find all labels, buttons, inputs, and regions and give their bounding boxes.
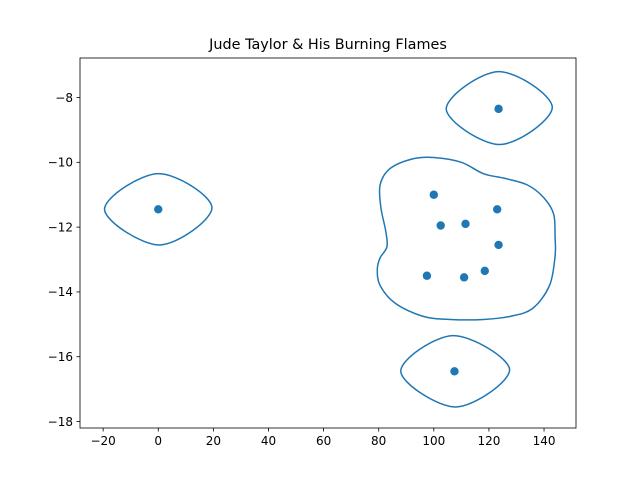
y-tick-label: −12: [48, 220, 73, 234]
y-tick-label: −14: [48, 285, 73, 299]
data-point-2: [494, 104, 503, 114]
cluster-outline-3: [399, 334, 511, 408]
data-point-10: [422, 271, 432, 280]
x-tick-label: 60: [316, 434, 331, 448]
x-tick-label: 20: [206, 434, 221, 448]
data-points: [154, 104, 503, 376]
x-tick-label: 100: [422, 434, 445, 448]
cluster-outline-2: [445, 70, 554, 146]
data-point-3: [450, 367, 459, 376]
data-point-11: [459, 273, 469, 282]
data-point-4: [429, 190, 439, 199]
y-tick-label: −16: [48, 350, 73, 364]
cluster-outlines: [103, 70, 557, 408]
y-tick-label: −10: [48, 156, 73, 170]
chart-title: Jude Taylor & His Burning Flames: [208, 37, 447, 53]
data-point-9: [480, 266, 489, 276]
plot-frame: [79, 57, 577, 429]
cluster-outline-4: [376, 156, 557, 321]
x-axis: −20 0 20 40 60 80 100 120 140: [90, 428, 555, 448]
x-tick-label: 0: [154, 434, 162, 448]
data-point-8: [494, 240, 503, 250]
x-tick-label: 80: [371, 434, 386, 448]
x-tick-label: 140: [533, 434, 556, 448]
y-axis: −18 −16 −14 −12 −10 −8: [48, 91, 80, 429]
data-point-7: [461, 219, 470, 229]
x-tick-label: −20: [90, 434, 115, 448]
data-point-5: [492, 205, 502, 214]
cluster-outline-1: [103, 172, 213, 246]
x-tick-label: 40: [261, 434, 276, 448]
x-tick-label: 120: [477, 434, 500, 448]
y-tick-label: −18: [48, 415, 73, 429]
data-point-6: [436, 221, 445, 230]
y-tick-label: −8: [55, 91, 73, 105]
data-point-1: [154, 205, 163, 214]
